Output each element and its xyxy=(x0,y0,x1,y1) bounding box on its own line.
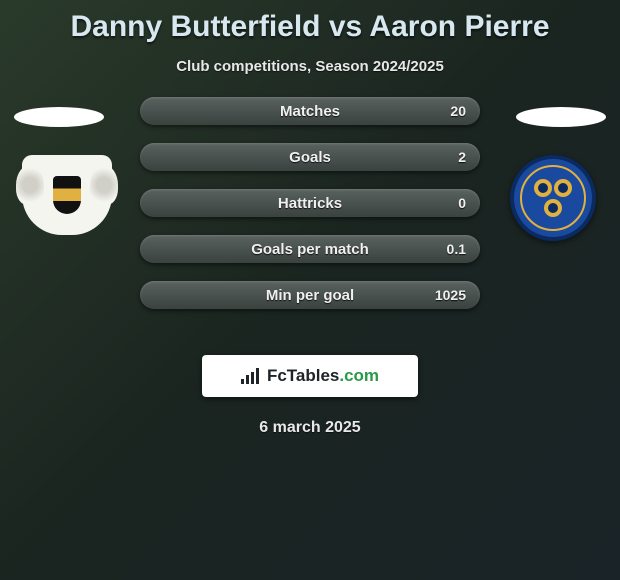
page-subtitle: Club competitions, Season 2024/2025 xyxy=(0,58,620,75)
bar-label: Hattricks xyxy=(278,195,342,212)
comparison-arena: Matches 20 Goals 2 Hattricks 0 Goals per match… xyxy=(0,97,620,337)
page-title: Danny Butterfield vs Aaron Pierre xyxy=(0,0,620,44)
bar-label: Goals per match xyxy=(251,241,369,258)
bar-value-right: 20 xyxy=(450,103,466,119)
right-club-crest-icon xyxy=(510,155,600,245)
left-flag-icon xyxy=(14,107,104,127)
snapshot-date: 6 march 2025 xyxy=(0,419,620,437)
stat-bar: Matches 20 xyxy=(140,97,480,125)
bar-label: Min per goal xyxy=(266,287,354,304)
stat-bar: Hattricks 0 xyxy=(140,189,480,217)
bar-value-right: 1025 xyxy=(435,287,466,303)
stat-bar: Goals 2 xyxy=(140,143,480,171)
brand-name: FcTables xyxy=(267,366,339,385)
bar-value-right: 2 xyxy=(458,149,466,165)
left-club-crest-icon xyxy=(22,155,112,245)
bar-label: Goals xyxy=(289,149,331,166)
bar-label: Matches xyxy=(280,103,340,120)
brand-badge: FcTables.com xyxy=(202,355,418,397)
brand-domain: .com xyxy=(339,366,379,385)
stat-bar: Min per goal 1025 xyxy=(140,281,480,309)
brand-text: FcTables.com xyxy=(267,366,379,386)
stat-bar: Goals per match 0.1 xyxy=(140,235,480,263)
brand-barchart-icon xyxy=(241,368,261,384)
right-flag-icon xyxy=(516,107,606,127)
stat-bars: Matches 20 Goals 2 Hattricks 0 Goals per match… xyxy=(140,97,480,309)
bar-value-right: 0.1 xyxy=(447,241,466,257)
bar-value-right: 0 xyxy=(458,195,466,211)
